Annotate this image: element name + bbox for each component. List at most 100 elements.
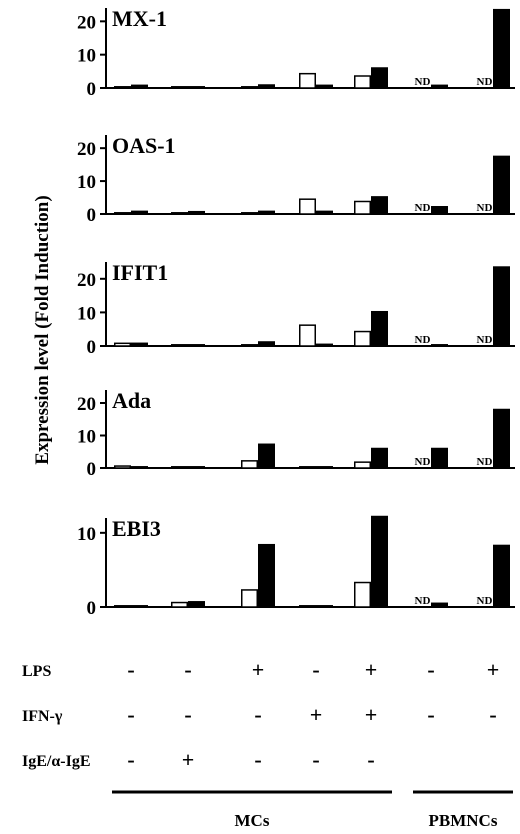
group-mcs: MCs	[112, 790, 392, 830]
bar-solid	[188, 601, 205, 608]
y-tick-label: 0	[87, 337, 97, 358]
bar-solid	[258, 543, 275, 608]
y-tick-label: 20	[77, 12, 96, 33]
plus-sign: +	[365, 657, 378, 682]
bar-solid	[371, 67, 388, 89]
bar-open	[354, 461, 371, 469]
minus-sign: -	[312, 657, 319, 682]
minus-sign: -	[427, 657, 434, 682]
plus-sign: +	[182, 747, 195, 772]
panel-ebi3: 0 10 EBI3 ND ND	[77, 515, 515, 619]
y-tick-label: 20	[77, 270, 96, 291]
bar-open	[241, 344, 258, 347]
minus-sign: -	[427, 702, 434, 727]
bar-solid	[131, 84, 148, 89]
minus-sign: -	[489, 702, 496, 727]
y-tick-label: 20	[77, 139, 96, 160]
plus-sign: +	[310, 702, 323, 727]
bar-open	[114, 605, 131, 608]
condition-label: LPS	[22, 663, 51, 680]
group-label: PBMNCs	[429, 811, 498, 830]
plus-sign: +	[252, 657, 265, 682]
condition-row: LPS - - + - + - +	[22, 657, 499, 682]
y-tick-label: 0	[87, 205, 97, 226]
nd-label: ND	[415, 456, 431, 468]
y-tick-label: 0	[87, 459, 97, 480]
nd-label: ND	[477, 456, 493, 468]
plus-sign: +	[487, 657, 500, 682]
gene-label: MX-1	[112, 6, 167, 31]
bar-open	[241, 86, 258, 89]
bar-open	[171, 601, 188, 608]
bar-open	[354, 200, 371, 215]
bar-solid	[493, 8, 510, 89]
bar-solid	[371, 196, 388, 215]
minus-sign: -	[254, 747, 261, 772]
bar-solid	[371, 515, 388, 608]
bar-solid	[431, 447, 448, 469]
bar-solid	[316, 210, 333, 215]
y-tick-label: 10	[77, 303, 96, 324]
bar-open	[299, 324, 316, 347]
nd-label: ND	[415, 202, 431, 214]
y-tick-label: 10	[77, 46, 96, 67]
bar-open	[114, 212, 131, 215]
minus-sign: -	[127, 702, 134, 727]
bar-solid	[493, 408, 510, 469]
minus-sign: -	[127, 747, 134, 772]
bar-solid	[431, 206, 448, 215]
bar-open	[171, 344, 188, 347]
nd-label: ND	[415, 595, 431, 607]
bar-open	[171, 86, 188, 89]
bar-solid	[431, 84, 448, 89]
minus-sign: -	[184, 657, 191, 682]
bar-solid	[188, 86, 205, 89]
bar-solid	[258, 341, 275, 347]
y-tick-label: 10	[77, 524, 96, 545]
minus-sign: -	[367, 747, 374, 772]
bar-open	[299, 466, 316, 469]
bar-solid	[316, 466, 333, 469]
bar-open	[299, 72, 316, 89]
bar-open	[114, 342, 131, 347]
group-label: MCs	[235, 811, 270, 830]
bar-solid	[493, 155, 510, 215]
bar-solid	[188, 466, 205, 469]
y-tick-label: 0	[87, 598, 97, 619]
bar-open	[114, 465, 131, 469]
bar-open	[299, 198, 316, 215]
gene-label: OAS-1	[112, 133, 176, 158]
chart-panels: 0 10 20 MX-1 ND ND 0 10 20 OAS-1 ND ND 0 10 20 IFIT1 ND N…	[77, 6, 515, 619]
bar-open	[354, 330, 371, 347]
nd-label: ND	[415, 76, 431, 88]
group-pbmncs: PBMNCs	[413, 790, 513, 830]
treatment-table: LPS - - + - + - + IFN-γ - - - + + - - IgE/α-IgE - + - - - MCs P…	[22, 657, 513, 830]
gene-label: EBI3	[112, 516, 161, 541]
bar-solid	[188, 344, 205, 347]
bar-solid	[316, 84, 333, 89]
nd-label: ND	[477, 76, 493, 88]
panel-oas-1: 0 10 20 OAS-1 ND ND	[77, 133, 515, 226]
condition-row: IgE/α-IgE - + - - -	[22, 747, 375, 772]
bar-solid	[131, 210, 148, 215]
bar-solid	[258, 84, 275, 89]
y-tick-label: 10	[77, 172, 96, 193]
nd-label: ND	[477, 334, 493, 346]
bar-solid	[431, 602, 448, 608]
condition-row: IFN-γ - - - + + - -	[22, 702, 497, 727]
bar-open	[354, 75, 371, 89]
gene-label: Ada	[112, 388, 151, 413]
bar-solid	[316, 343, 333, 347]
bar-solid	[493, 544, 510, 608]
bar-open	[114, 86, 131, 89]
minus-sign: -	[254, 702, 261, 727]
minus-sign: -	[127, 657, 134, 682]
bar-solid	[131, 342, 148, 347]
nd-label: ND	[477, 202, 493, 214]
panel-ifit1: 0 10 20 IFIT1 ND ND	[77, 260, 515, 358]
y-axis-label: Expression level (Fold Induction)	[32, 195, 53, 464]
bar-solid	[316, 605, 333, 608]
panel-mx-1: 0 10 20 MX-1 ND ND	[77, 6, 515, 100]
bar-open	[241, 460, 258, 469]
